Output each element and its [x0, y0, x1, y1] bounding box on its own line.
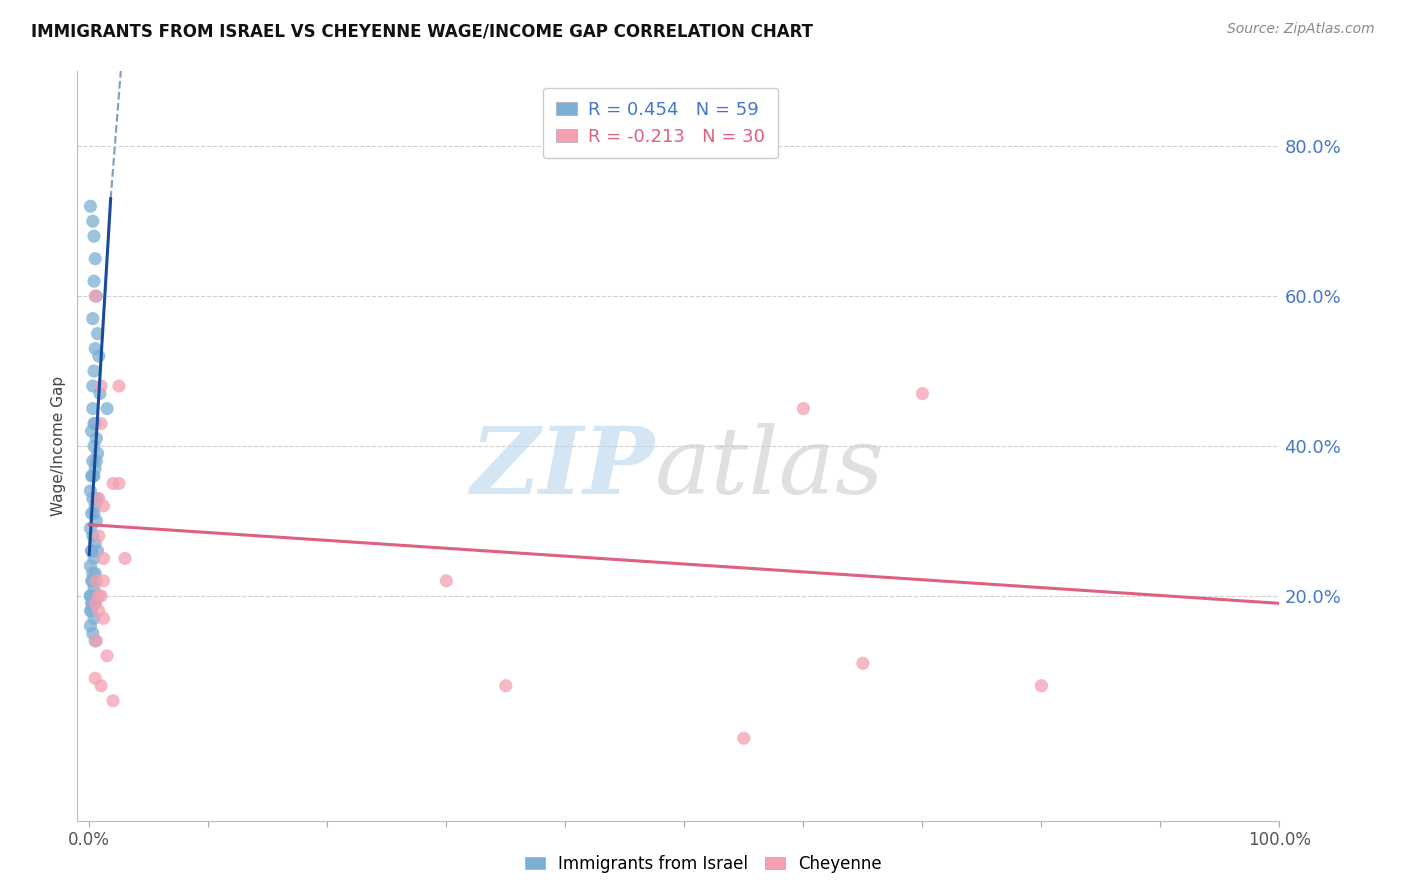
Point [83, 229, 105, 244]
Point [93, 551, 115, 566]
Point [79, 521, 101, 535]
Point [792, 401, 814, 416]
Point [86, 289, 108, 303]
Point [82, 491, 104, 506]
Text: Source: ZipAtlas.com: Source: ZipAtlas.com [1227, 22, 1375, 37]
Point [101, 694, 124, 708]
Text: ZIP: ZIP [470, 424, 654, 514]
Point [80, 469, 103, 483]
Y-axis label: Wage/Income Gap: Wage/Income Gap [51, 376, 66, 516]
Point [87, 529, 110, 543]
Point [84, 671, 107, 685]
Point [86, 432, 108, 446]
Point [96, 648, 118, 663]
Point [86, 589, 108, 603]
Point [82, 401, 104, 416]
Point [108, 476, 131, 491]
Point [79, 483, 101, 498]
Point [82, 311, 104, 326]
Point [82, 469, 104, 483]
Point [80, 574, 103, 588]
Point [84, 342, 107, 356]
Point [87, 604, 110, 618]
Point [93, 574, 115, 588]
Point [114, 551, 136, 566]
Point [86, 446, 108, 460]
Point [93, 499, 115, 513]
Point [84, 461, 107, 475]
Point [87, 491, 110, 506]
Point [90, 379, 112, 393]
Point [87, 589, 110, 603]
Point [852, 657, 875, 671]
Point [96, 401, 118, 416]
Point [80, 544, 103, 558]
Point [83, 439, 105, 453]
Point [82, 454, 104, 468]
Point [79, 619, 101, 633]
Point [101, 476, 124, 491]
Point [83, 274, 105, 288]
Point [84, 633, 107, 648]
Point [83, 469, 105, 483]
Point [86, 633, 108, 648]
Point [434, 574, 457, 588]
Point [82, 214, 104, 228]
Point [733, 731, 755, 746]
Point [86, 514, 108, 528]
Point [93, 611, 115, 625]
Point [1031, 679, 1053, 693]
Point [80, 544, 103, 558]
Point [82, 626, 104, 640]
Point [80, 596, 103, 610]
Point [86, 454, 108, 468]
Point [80, 604, 103, 618]
Point [80, 424, 103, 438]
Point [82, 574, 104, 588]
Point [79, 589, 101, 603]
Text: IMMIGRANTS FROM ISRAEL VS CHEYENNE WAGE/INCOME GAP CORRELATION CHART: IMMIGRANTS FROM ISRAEL VS CHEYENNE WAGE/… [31, 22, 813, 40]
Point [108, 379, 131, 393]
Point [84, 252, 107, 266]
Point [82, 596, 104, 610]
Point [84, 596, 107, 610]
Point [82, 379, 104, 393]
Point [86, 326, 108, 341]
Point [83, 551, 105, 566]
Point [82, 566, 104, 581]
Point [911, 386, 934, 401]
Point [90, 589, 112, 603]
Point [89, 386, 111, 401]
Point [84, 499, 107, 513]
Point [79, 604, 101, 618]
Point [87, 349, 110, 363]
Point [83, 417, 105, 431]
Legend: Immigrants from Israel, Cheyenne: Immigrants from Israel, Cheyenne [517, 848, 889, 880]
Point [84, 536, 107, 550]
Point [90, 679, 112, 693]
Point [84, 566, 107, 581]
Point [79, 199, 101, 213]
Point [80, 507, 103, 521]
Point [79, 558, 101, 573]
Point [84, 289, 107, 303]
Point [86, 574, 108, 588]
Point [84, 596, 107, 610]
Point [86, 491, 108, 506]
Legend: R = 0.454   N = 59, R = -0.213   N = 30: R = 0.454 N = 59, R = -0.213 N = 30 [543, 88, 778, 158]
Point [86, 544, 108, 558]
Point [82, 529, 104, 543]
Point [83, 582, 105, 596]
Point [79, 589, 101, 603]
Point [83, 364, 105, 378]
Point [83, 611, 105, 625]
Text: atlas: atlas [654, 424, 884, 514]
Point [90, 417, 112, 431]
Point [495, 679, 517, 693]
Point [84, 417, 107, 431]
Point [83, 507, 105, 521]
